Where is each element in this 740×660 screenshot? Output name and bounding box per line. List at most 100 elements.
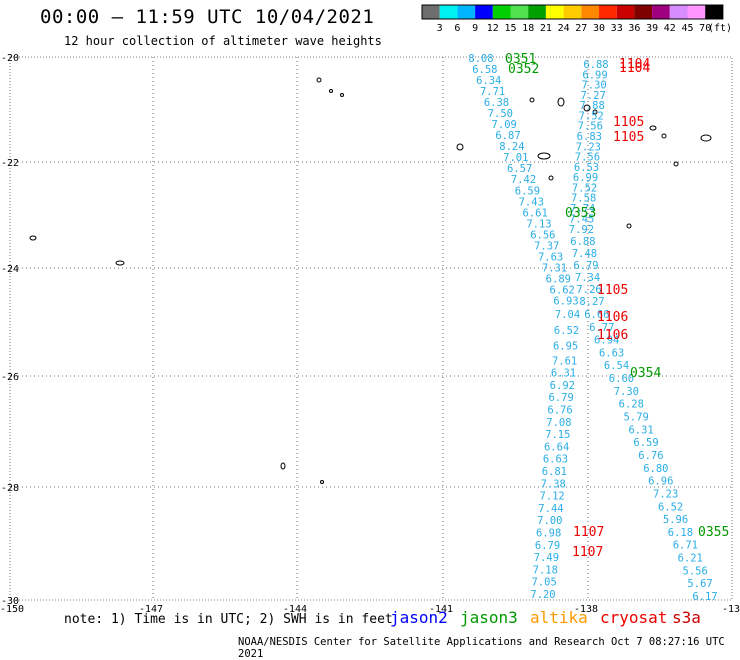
- pass-label: 1105: [597, 283, 628, 298]
- latitude-label: -30: [1, 596, 19, 607]
- swh-value: 6.99: [573, 172, 598, 184]
- swh-value: 8.27: [579, 296, 604, 308]
- pass-label: 0355: [698, 525, 729, 540]
- colorbar-swatch: [616, 5, 635, 19]
- swh-value: 6.79: [535, 540, 560, 552]
- swh-value: 7.63: [538, 251, 563, 263]
- swh-value: 6.93: [553, 295, 578, 307]
- pass-label: 0353: [565, 206, 596, 221]
- swh-value: 7.31: [542, 262, 567, 274]
- swh-value: 5.67: [687, 578, 712, 590]
- island-outline: [557, 97, 565, 107]
- swh-value: 6.59: [633, 437, 658, 449]
- latitude-label: -28: [1, 483, 19, 494]
- colorbar-swatch: [563, 5, 582, 19]
- swh-value: 6.31: [628, 424, 653, 436]
- pass-label: 1105: [613, 130, 644, 145]
- colorbar-label: (ft): [708, 23, 732, 34]
- swh-value: 7.23: [576, 141, 601, 153]
- swh-value: 7.56: [575, 152, 600, 164]
- colorbar-label: 42: [664, 23, 676, 34]
- longitude-label: -144: [283, 604, 307, 615]
- swh-value: 6.88: [583, 59, 608, 71]
- swh-value: 6.76: [638, 450, 663, 462]
- swh-value: 7.43: [519, 196, 544, 208]
- colorbar-swatch: [510, 5, 529, 19]
- longitude-label: -147: [139, 604, 163, 615]
- island-outline: [320, 480, 324, 484]
- pass-label: 1106: [597, 328, 628, 343]
- swh-value: 6.96: [648, 476, 673, 488]
- swh-value: 6.71: [673, 540, 698, 552]
- latitude-label: -26: [1, 372, 19, 383]
- swh-value: 6.60: [609, 373, 634, 385]
- island-outline: [537, 152, 551, 160]
- colorbar-label: 39: [646, 23, 658, 34]
- swh-value: 5.96: [663, 514, 688, 526]
- swh-value: 7.26: [576, 284, 601, 296]
- island-outline: [529, 97, 535, 103]
- swh-value: 7.30: [614, 386, 639, 398]
- swh-value: 6.81: [542, 466, 567, 478]
- page-subtitle: 12 hour collection of altimeter wave hei…: [64, 34, 382, 48]
- swh-value: 7.50: [488, 108, 513, 120]
- map-frame: [9, 56, 733, 601]
- swh-value: 7.27: [580, 90, 605, 102]
- swh-value: 6.38: [484, 97, 509, 109]
- swh-value: 7.18: [533, 564, 558, 576]
- swh-value: 7.71: [480, 86, 505, 98]
- swh-value: 7.42: [511, 174, 536, 186]
- swh-value: 5.79: [624, 412, 649, 424]
- swh-value: 8.08: [468, 53, 493, 65]
- swh-value: 7.88: [580, 100, 605, 112]
- island-outline: [329, 89, 333, 93]
- swh-value: 7.52: [579, 110, 604, 122]
- colorbar-swatch: [457, 5, 476, 19]
- swh-value: 6.88: [570, 236, 595, 248]
- legend-jason2: jason2: [390, 608, 448, 627]
- colorbar-label: 18: [522, 23, 534, 34]
- swh-value: 7.12: [539, 491, 564, 503]
- colorbar-swatch: [581, 5, 599, 19]
- legend-altika: altika: [530, 608, 588, 627]
- swh-value: 7.08: [546, 417, 571, 429]
- colorbar-label: 12: [487, 23, 499, 34]
- pass-label: 1104: [619, 57, 650, 72]
- swh-value: 7.04: [555, 309, 580, 321]
- swh-value: 7.52: [572, 182, 597, 194]
- legend-cryosat: cryosat: [600, 608, 668, 627]
- island-outline: [661, 133, 667, 139]
- colorbar-swatch: [492, 5, 511, 19]
- pass-label: 0351: [505, 52, 536, 67]
- swh-value: 6.92: [550, 380, 575, 392]
- swh-value: 7.20: [530, 589, 555, 601]
- colorbar-swatch: [634, 5, 653, 19]
- island-outline: [29, 235, 37, 241]
- colorbar-swatch: [599, 5, 617, 19]
- swh-value: 6.76: [547, 405, 572, 417]
- map-axes: -20 -22 -24 -26 -28 -30-150 -147 -144 -141 -138 -1…: [0, 53, 740, 615]
- island-outline: [280, 462, 286, 470]
- swh-value: 6.94: [594, 335, 619, 347]
- colorbar: 3 6 9 12 15 18 21 24 27 30 33 36 39 42 45 70(ft): [421, 4, 732, 34]
- swh-value: 7.48: [572, 248, 597, 260]
- swh-value: 6.79: [549, 392, 574, 404]
- swh-value: 6.95: [553, 341, 578, 353]
- longitude-label: -13: [722, 604, 740, 615]
- latitude-label: -20: [1, 53, 19, 64]
- longitude-label: -141: [429, 604, 453, 615]
- pass-label: 1107: [572, 545, 603, 560]
- pass-label: 1106: [597, 310, 628, 325]
- pass-label: 0352: [508, 62, 539, 77]
- island-outline: [583, 104, 591, 112]
- island-outline: [115, 260, 125, 266]
- swh-value: 6.53: [574, 162, 599, 174]
- legend-s3a: s3a: [672, 608, 701, 627]
- colorbar-label: 6: [454, 23, 460, 34]
- pass-label: 1107: [573, 525, 604, 540]
- swh-value: 5.56: [683, 565, 708, 577]
- swh-value: 6.63: [599, 347, 624, 359]
- swh-value: 6.52: [554, 325, 579, 337]
- swh-value: 6.31: [551, 368, 576, 380]
